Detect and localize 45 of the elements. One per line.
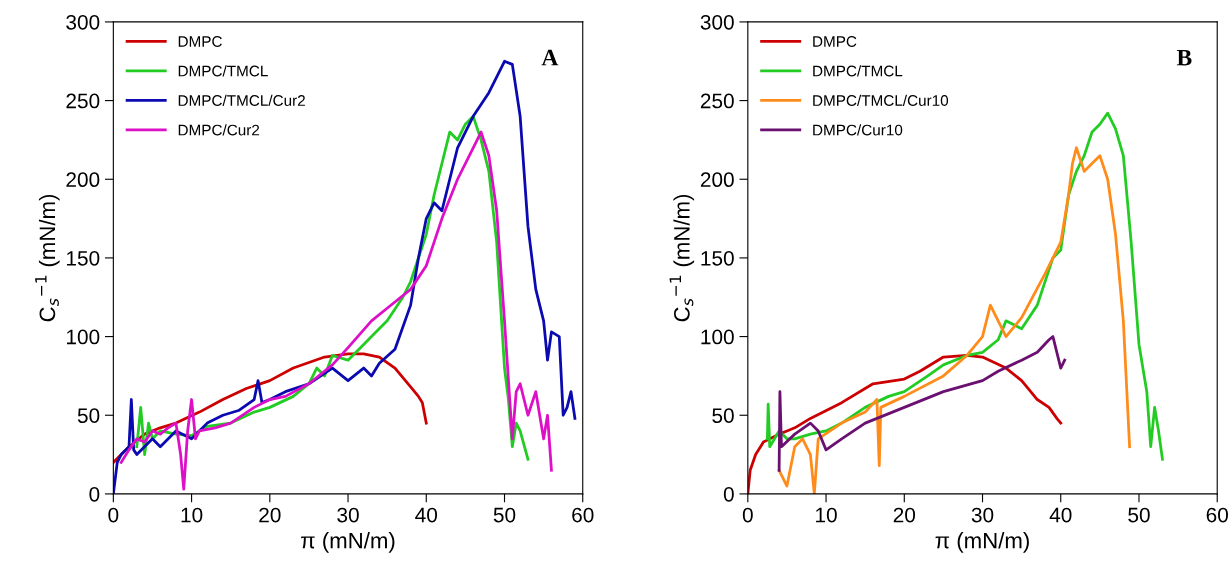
y-tick-label: 150 (66, 250, 100, 266)
line-series (777, 335, 1067, 472)
x-axis-title: π (mN/m) (935, 532, 1029, 553)
line-series (777, 146, 1131, 494)
x-tick-label: 60 (1206, 507, 1228, 523)
y-tick-label: 150 (701, 250, 734, 266)
legend-label: DMPC (813, 36, 857, 47)
y-tick-label: 100 (701, 329, 734, 345)
x-tick-label: 10 (181, 507, 203, 523)
x-tick-label: 50 (493, 507, 516, 523)
y-tick-label: 50 (712, 408, 734, 423)
legend-label: DMPC/Cur10 (813, 124, 903, 136)
annotation: B (1176, 49, 1192, 66)
y-tick-label: 300 (66, 14, 100, 30)
y-axis-title: C$_{s}$$^{−1}$ (mN/m) (35, 194, 60, 322)
y-tick-label: 250 (66, 93, 100, 109)
y-axis-title: C$_{s}$$^{−1}$ (mN/m) (669, 194, 695, 322)
x-tick-label: 40 (1049, 507, 1072, 523)
x-tick-label: 40 (415, 507, 438, 523)
line-series (747, 354, 1063, 494)
x-tick-label: 50 (1128, 507, 1150, 523)
legend-label: DMPC/TMCL (178, 65, 268, 77)
y-tick-label: 200 (66, 172, 100, 188)
x-tick-label: 0 (742, 507, 753, 523)
y-tick-label: 300 (700, 14, 734, 30)
y-tick-label: 100 (66, 329, 100, 345)
x-tick-label: 60 (572, 507, 594, 523)
y-tick-label: 0 (89, 486, 100, 502)
y-tick-label: 50 (77, 408, 100, 423)
legend-label: DMPC/TMCL/Cur10 (813, 94, 949, 106)
y-tick-label: 200 (700, 172, 734, 188)
y-tick-label: 0 (723, 486, 734, 502)
x-tick-label: 10 (816, 507, 837, 523)
y-tick-label: 250 (700, 93, 734, 109)
legend-label: DMPC/TMCL/Cur2 (178, 94, 305, 106)
legend-label: DMPC/Cur2 (178, 124, 260, 136)
x-tick-label: 20 (893, 507, 916, 523)
x-tick-label: 0 (108, 507, 119, 523)
x-axis-title: π (mN/m) (301, 532, 395, 553)
annotation: A (541, 49, 559, 66)
x-tick-label: 20 (259, 507, 281, 523)
legend-label: DMPC (178, 36, 222, 47)
x-tick-label: 30 (337, 507, 359, 523)
x-tick-label: 30 (971, 507, 994, 523)
legend-label: DMPC/TMCL (813, 65, 903, 77)
